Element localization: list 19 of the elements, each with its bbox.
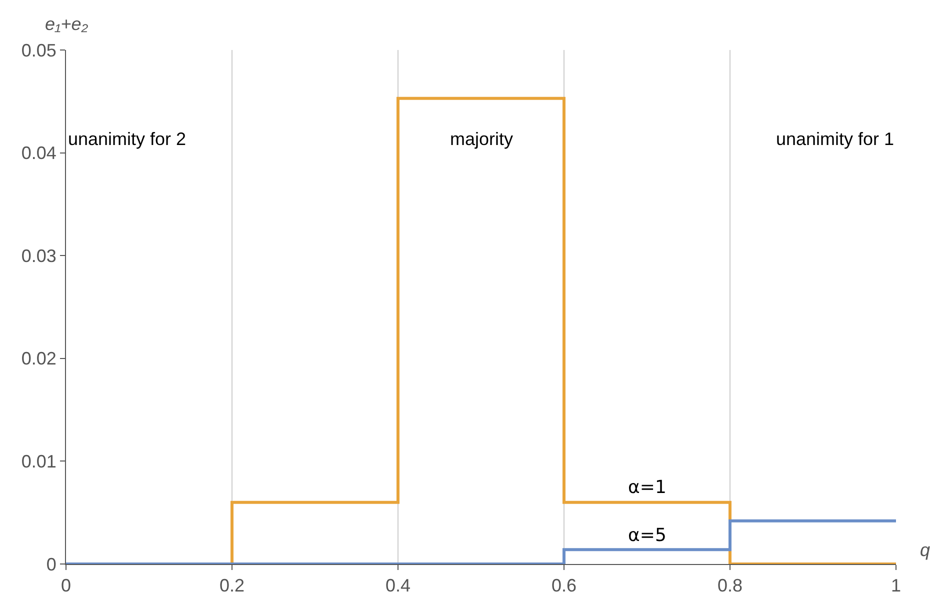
annotation: unanimity for 2 <box>68 129 186 149</box>
x-tick-label: 0.8 <box>717 576 743 596</box>
y-tick-label: 0.01 <box>21 452 56 472</box>
x-axis-title: q <box>920 540 930 560</box>
y-tick-label: 0 <box>46 554 56 574</box>
y-axis-title: e₁+e₂ <box>45 14 88 34</box>
y-tick-label: 0.02 <box>21 348 56 369</box>
series-label: α=5 <box>628 525 666 546</box>
x-tick-label: 0.2 <box>219 576 245 596</box>
y-tick-label: 0.05 <box>21 40 56 60</box>
y-tick-label: 0.03 <box>21 246 56 266</box>
x-tick-label: 0 <box>60 576 72 596</box>
x-tick-label: 1 <box>890 576 902 596</box>
annotation: majority <box>450 129 514 149</box>
series-label: α=1 <box>628 477 666 498</box>
x-tick-label: 0.6 <box>551 576 577 596</box>
annotation: unanimity for 1 <box>776 129 894 149</box>
y-tick-label: 0.04 <box>21 143 56 164</box>
x-tick-label: 0.4 <box>385 576 411 596</box>
